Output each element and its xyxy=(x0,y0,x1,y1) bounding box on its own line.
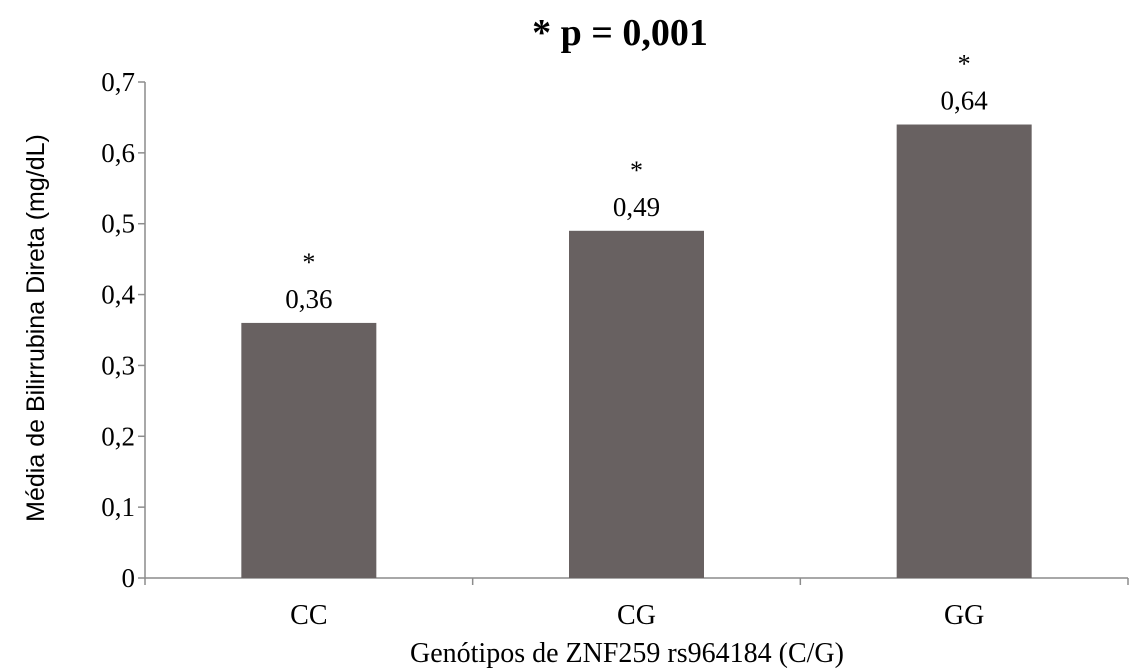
category-label: CC xyxy=(290,600,327,631)
x-axis-ticks xyxy=(144,578,1129,585)
bars xyxy=(241,124,1032,579)
y-axis-label: Média de Bilirrubina Direta (mg/dL) xyxy=(22,134,50,522)
category-label: CG xyxy=(617,600,656,631)
significance-marker: * xyxy=(302,248,315,277)
category-labels: CC CG GG xyxy=(290,600,984,631)
y-tick-label: 0,3 xyxy=(101,350,135,380)
bar-gg xyxy=(896,124,1032,578)
y-tick-label: 0,2 xyxy=(101,421,135,451)
significance-marker: * xyxy=(958,50,971,79)
y-tick-label: 0 xyxy=(122,563,136,593)
significance-marker: * xyxy=(630,156,643,185)
bar-value-label: 0,64 xyxy=(941,86,989,116)
y-tick-label: 0,1 xyxy=(101,492,135,522)
category-label: GG xyxy=(944,600,984,631)
y-tick-label: 0,6 xyxy=(101,138,135,168)
bar-value-label: 0,49 xyxy=(613,192,660,222)
chart-title: * p = 0,001 xyxy=(532,12,708,54)
y-tick-label: 0,4 xyxy=(101,280,135,310)
y-axis-ticks: 0 0,1 0,2 0,3 0,4 0,5 0,6 0,7 xyxy=(101,67,145,593)
y-tick-label: 0,7 xyxy=(101,67,135,97)
y-tick-label: 0,5 xyxy=(101,209,135,239)
bar-value-label: 0,36 xyxy=(285,284,332,314)
bar-cc xyxy=(241,322,377,578)
bar-labels: 0,36 * 0,49 * 0,64 * xyxy=(285,50,988,314)
x-axis-label: Genótipos de ZNF259 rs964184 (C/G) xyxy=(410,638,844,669)
bar-cg xyxy=(569,230,704,579)
